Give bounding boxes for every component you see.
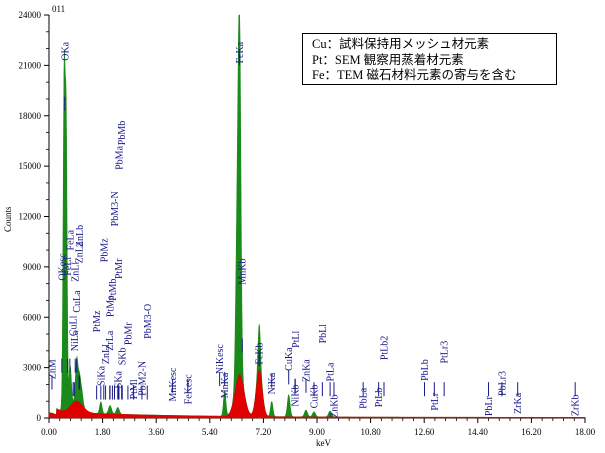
y-tick-label-1: 3000 xyxy=(23,363,42,373)
peak-label-1: FeKa xyxy=(235,41,246,63)
x-tick-label-1: 1.80 xyxy=(95,427,111,437)
peak-label-47: PbLb xyxy=(420,359,431,381)
y-tick-label-2: 6000 xyxy=(23,312,42,322)
peak-label-43: PtLa xyxy=(326,362,337,381)
peak-label-41: PbLl xyxy=(318,324,329,344)
peak-label-40: CuKb xyxy=(310,384,321,408)
background-spectrum xyxy=(48,369,586,419)
y-tick-label-3: 9000 xyxy=(23,262,42,272)
peak-label-29: MnKesc xyxy=(168,367,179,401)
peak-label-52: ZrKa xyxy=(513,392,524,414)
peak-label-50: PbLr xyxy=(484,396,495,417)
peak-label-2: ZnM xyxy=(47,359,58,379)
peak-label-22: PbMb xyxy=(117,121,128,145)
peak-label-14: PtMz xyxy=(92,310,103,332)
peak-label-53: ZrKb xyxy=(571,394,582,416)
peak-label-34: FeKb xyxy=(255,342,266,364)
peak-label-10: FeLl xyxy=(63,257,74,276)
peak-label-38: PtLl xyxy=(291,330,302,347)
y-tick-label-8: 24000 xyxy=(19,10,42,20)
x-tick-label-6: 10.80 xyxy=(360,427,381,437)
peak-label-28: PbM3-O xyxy=(143,304,154,339)
peak-label-46: PtLb2 xyxy=(380,336,391,360)
x-axis-title: keV xyxy=(316,438,331,448)
peak-label-30: FeKesc xyxy=(183,374,194,405)
y-axis-title: Counts xyxy=(3,206,13,232)
background-area xyxy=(48,369,586,419)
peak-label-5: CuLa xyxy=(72,290,83,313)
x-tick-label-9: 16.20 xyxy=(521,427,542,437)
peak-label-35: NiKa xyxy=(267,372,278,394)
peak-label-26: PtMl xyxy=(129,379,140,399)
peak-label-33: MnKb xyxy=(238,258,249,284)
peak-label-15: ZrLa xyxy=(105,330,116,351)
legend-line-fe: Fe：TEM 磁石材料元素の寄与を含む xyxy=(312,68,517,82)
peak-label-39: ZnKa xyxy=(301,359,312,382)
peak-label-48: PtLr xyxy=(430,392,441,410)
x-tick-label-10: 18.00 xyxy=(575,427,596,437)
peak-label-21: PbMa xyxy=(114,145,125,169)
peak-label-45: PtLb xyxy=(374,388,385,407)
peak-label-11: OKesc xyxy=(57,253,68,281)
peak-label-0: OKa xyxy=(60,41,71,60)
peak-label-16: PtMa xyxy=(106,295,117,317)
peak-labels: OKa FeKaZnMNiLaCuLlCuLaZnLlZnLaZnLbFeLaFe… xyxy=(47,41,581,418)
peak-label-9: FeLa xyxy=(65,229,76,250)
peak-label-49: PtLr3 xyxy=(440,341,451,364)
x-tick-label-5: 9.00 xyxy=(309,427,325,437)
x-tick-label-3: 5.40 xyxy=(202,427,218,437)
peak-label-20: PbM3-N xyxy=(110,191,121,226)
peak-label-23: SKa xyxy=(113,370,124,388)
x-tick-label-8: 14.40 xyxy=(468,427,489,437)
peak-label-6: ZnLl xyxy=(71,262,82,282)
peak-label-51: PbLr3 xyxy=(497,371,508,396)
legend-line-cu: Cu：試料保持用メッシュ材元素 xyxy=(312,37,490,51)
x-tick-label-4: 7.20 xyxy=(256,427,272,437)
peak-label-17: PtMb xyxy=(108,279,119,301)
peak-label-25: PbMr xyxy=(123,322,134,345)
peak-label-37: NiKb xyxy=(290,384,301,406)
peak-label-18: PbMz xyxy=(99,238,110,262)
peak-label-13: ZnLl xyxy=(101,344,112,364)
legend-note-box: Cu：試料保持用メッシュ材元素 Pt：SEM 観察用蒸着材元素 Fe：TEM 磁… xyxy=(302,33,557,85)
peak-label-3: NiLa xyxy=(70,330,81,351)
y-tick-label-6: 18000 xyxy=(19,111,42,121)
peak-label-19: PtMr xyxy=(114,258,125,279)
peak-label-8: ZnLb xyxy=(75,225,86,247)
peak-label-32: NiKesc xyxy=(215,344,226,375)
corner-label: 011 xyxy=(52,4,65,14)
y-tick-label-5: 15000 xyxy=(19,161,42,171)
peak-label-24: SKb xyxy=(118,347,129,365)
peak-label-42: ZnKb xyxy=(329,394,340,417)
peak-label-31: MnKa xyxy=(220,372,231,398)
y-tick-label-7: 21000 xyxy=(19,60,42,70)
peak-label-44: PbLa xyxy=(359,387,370,409)
x-tick-label-0: 0.00 xyxy=(41,427,57,437)
peak-label-27: PbM2-N xyxy=(137,361,148,396)
y-tick-label-0: 0 xyxy=(37,413,42,423)
y-tick-label-4: 12000 xyxy=(19,212,42,222)
peak-label-4: CuLl xyxy=(69,315,80,336)
axes: 0.00 1.80 3.60 5.40 7.20 9.00 10.80 12.60 14.40 1… xyxy=(19,10,596,437)
peak-label-7: ZnLa xyxy=(75,241,86,263)
legend-line-pt: Pt：SEM 観察用蒸着材元素 xyxy=(312,52,464,67)
peak-label-12: SiKa xyxy=(96,365,107,386)
x-tick-label-7: 12.60 xyxy=(414,427,435,437)
x-tick-label-2: 3.60 xyxy=(148,427,164,437)
peak-label-36: CuKa xyxy=(284,347,295,371)
